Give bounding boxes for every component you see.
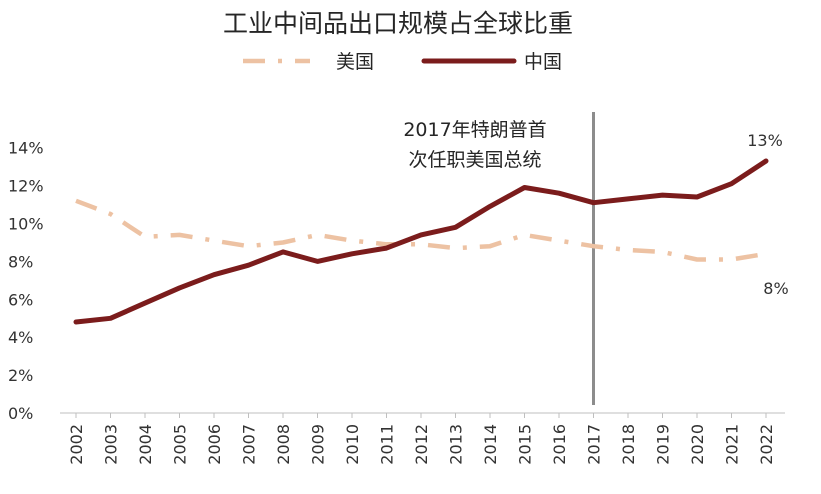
x-tick-label: 2013 — [447, 424, 466, 465]
x-tick-label: 2005 — [171, 424, 190, 465]
x-tick-label: 2017 — [585, 424, 604, 465]
y-axis: 0% 2% 4% 6% 8% 10% 12% 14% — [8, 139, 44, 423]
x-tick-label: 2020 — [688, 424, 707, 465]
y-tick-label: 0% — [8, 404, 33, 423]
y-tick-label: 2% — [8, 366, 33, 385]
x-tick-label: 2011 — [378, 424, 397, 465]
x-tick-label: 2009 — [309, 424, 328, 465]
x-tick-label: 2018 — [619, 424, 638, 465]
x-tick-label: 2014 — [481, 424, 500, 465]
x-tick-label: 2002 — [67, 424, 86, 465]
legend-label-usa: 美国 — [336, 51, 374, 73]
x-tick-label: 2007 — [240, 424, 259, 465]
annotation-text-line1: 2017年特朗普首 — [403, 119, 546, 141]
x-tick-label: 2022 — [757, 424, 776, 465]
y-tick-label: 10% — [8, 215, 44, 234]
x-tick-label: 2012 — [412, 424, 431, 465]
end-label-usa: 8% — [763, 279, 788, 298]
legend: 美国 中国 — [243, 51, 562, 73]
end-label-china: 13% — [747, 131, 783, 150]
y-tick-label: 8% — [8, 252, 33, 271]
x-tick-label: 2004 — [136, 424, 155, 465]
legend-label-china: 中国 — [524, 51, 562, 73]
annotation-2017: 2017年特朗普首 次任职美国总统 — [403, 112, 595, 405]
x-tick-label: 2021 — [723, 424, 742, 465]
y-tick-label: 14% — [8, 139, 44, 158]
x-tick-label: 2006 — [205, 424, 224, 465]
y-tick-label: 6% — [8, 290, 33, 309]
chart-title: 工业中间品出口规模占全球比重 — [223, 9, 573, 38]
series-line-usa — [75, 198, 767, 262]
x-tick-label: 2010 — [343, 424, 362, 465]
x-tick-label: 2008 — [274, 424, 293, 465]
y-tick-label: 12% — [8, 177, 44, 196]
x-tick-label: 2019 — [654, 424, 673, 465]
x-tick-label: 2003 — [102, 424, 121, 465]
series-line-china — [73, 158, 769, 325]
y-tick-label: 4% — [8, 328, 33, 347]
x-tick-label: 2015 — [516, 424, 535, 465]
x-axis: 2002 2003 2004 2005 2006 2007 2008 2009 2010 2011… — [67, 413, 776, 465]
annotation-text-line2: 次任职美国总统 — [408, 149, 541, 171]
x-tick-label: 2016 — [550, 424, 569, 465]
